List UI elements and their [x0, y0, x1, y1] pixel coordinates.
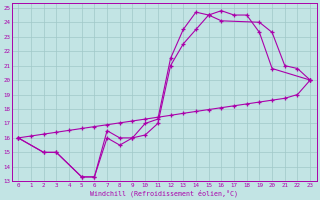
X-axis label: Windchill (Refroidissement éolien,°C): Windchill (Refroidissement éolien,°C) — [90, 189, 238, 197]
